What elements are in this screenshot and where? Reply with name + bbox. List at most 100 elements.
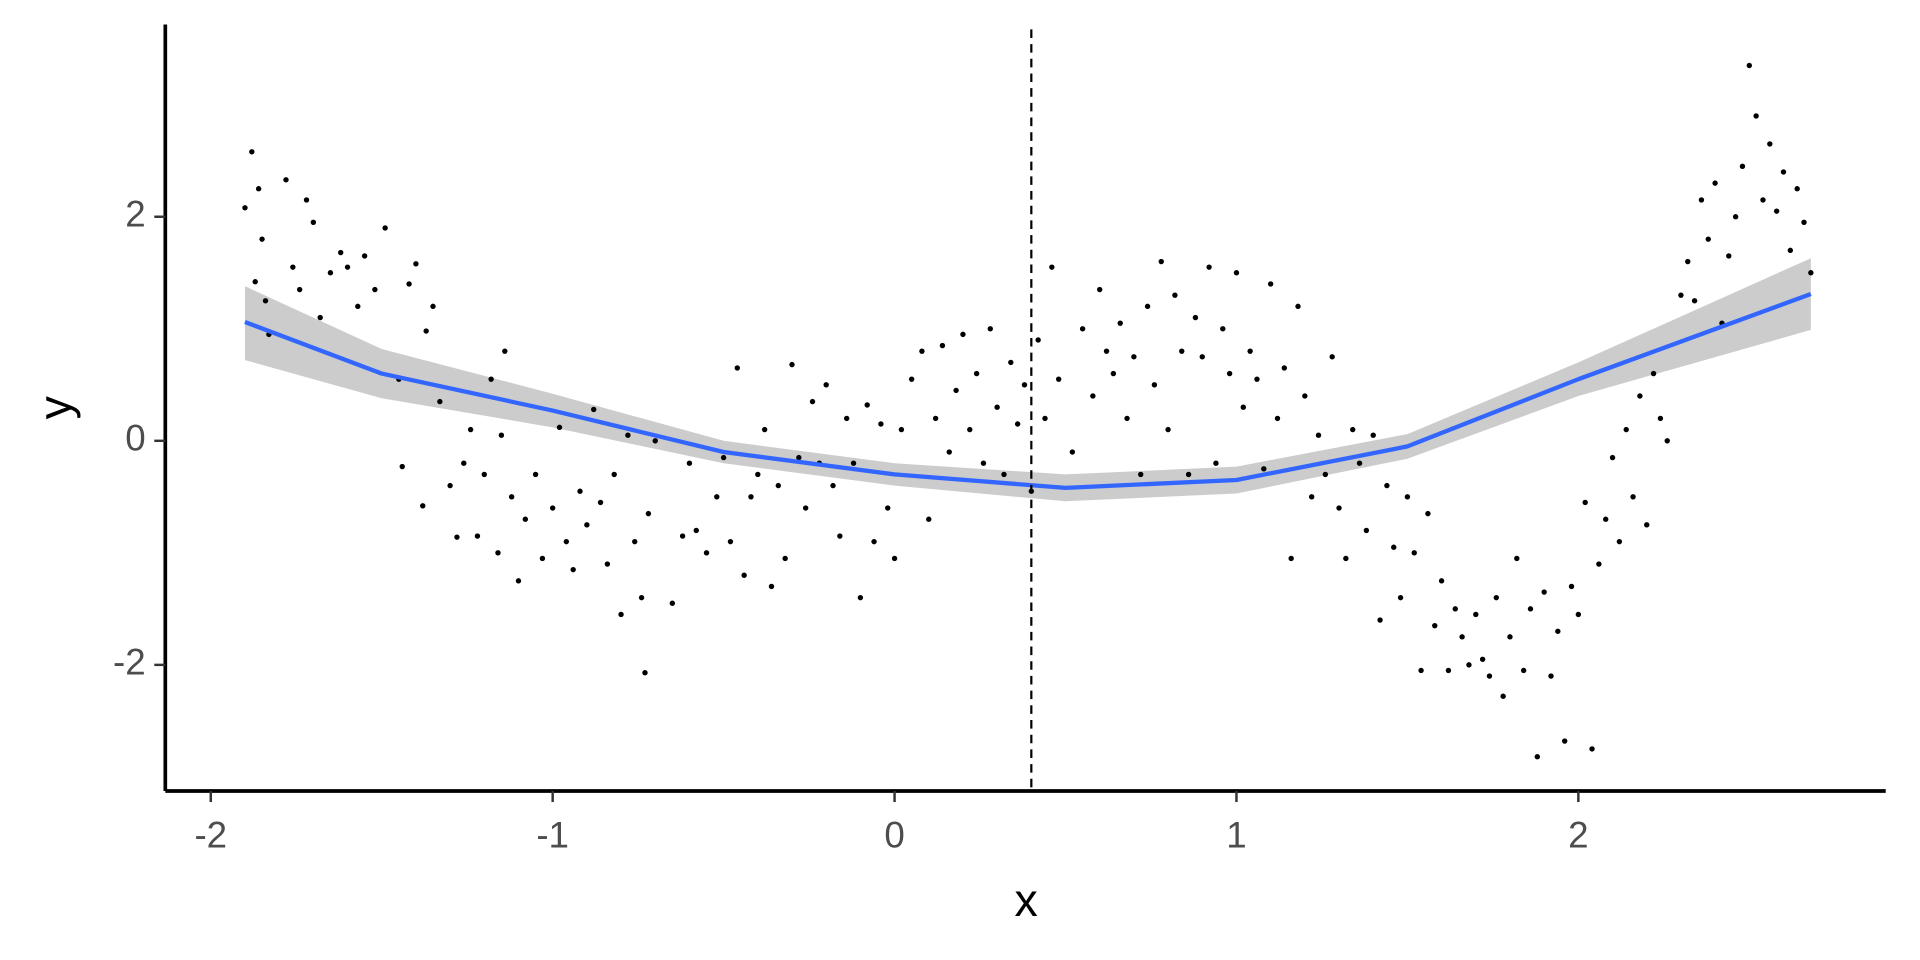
point (1288, 555, 1294, 562)
point (960, 331, 966, 338)
point (461, 460, 467, 466)
point (850, 460, 857, 466)
point (1117, 320, 1123, 326)
point (508, 494, 515, 500)
point (611, 471, 617, 478)
point (871, 538, 877, 545)
point (830, 482, 836, 489)
point (1097, 286, 1103, 293)
point (1124, 415, 1130, 422)
point (1644, 522, 1650, 528)
point (1493, 594, 1499, 601)
point (1698, 197, 1705, 203)
point (953, 387, 959, 394)
point (1801, 219, 1807, 226)
point (1384, 482, 1390, 489)
point (522, 516, 529, 522)
point (1049, 264, 1055, 270)
point (686, 460, 693, 466)
point (1541, 589, 1547, 595)
point (430, 303, 436, 310)
y-tick-label: -2 (113, 642, 146, 683)
point (1001, 471, 1007, 478)
point (1794, 186, 1800, 192)
point (1712, 180, 1718, 186)
point (837, 533, 843, 539)
point (591, 406, 597, 413)
x-tick-label: -1 (536, 814, 569, 855)
point (632, 538, 638, 545)
point (1726, 253, 1732, 259)
point (488, 376, 494, 382)
x-tick-label: 0 (884, 814, 904, 855)
point (1582, 499, 1588, 506)
point (303, 197, 310, 203)
point (283, 177, 289, 183)
point (885, 505, 891, 511)
point (515, 578, 522, 584)
point (1664, 438, 1670, 444)
point (1165, 426, 1171, 433)
x-axis-title: x (1014, 874, 1037, 926)
point (474, 533, 481, 539)
point (1138, 471, 1144, 478)
point (1274, 415, 1281, 422)
point (1404, 494, 1411, 500)
point (372, 286, 378, 293)
point (1158, 258, 1164, 265)
point (1780, 169, 1787, 175)
point (1090, 393, 1096, 399)
point (290, 264, 296, 270)
point (549, 505, 556, 511)
point (1445, 667, 1452, 674)
point (1247, 348, 1253, 354)
point (255, 186, 262, 192)
point (1329, 354, 1335, 360)
point (1623, 426, 1629, 433)
point (669, 600, 676, 606)
point (741, 572, 747, 578)
point (1042, 415, 1048, 422)
point (262, 298, 269, 304)
point (1432, 622, 1438, 629)
point (1350, 426, 1356, 433)
point (1295, 303, 1301, 310)
fit-line (244, 292, 1812, 491)
point (1343, 555, 1349, 562)
point (864, 402, 870, 408)
point (570, 566, 576, 573)
point (604, 561, 611, 567)
point (597, 499, 604, 506)
point (1308, 494, 1315, 500)
point (1336, 505, 1342, 511)
point (252, 279, 258, 285)
point (502, 348, 508, 354)
point (1233, 270, 1240, 276)
y-tick-label: 2 (125, 193, 145, 234)
point (344, 264, 351, 270)
point (1322, 471, 1329, 478)
point (761, 426, 768, 433)
point (249, 149, 255, 155)
point (1240, 404, 1246, 410)
point (1206, 264, 1212, 270)
point (1179, 348, 1185, 354)
point (382, 225, 388, 231)
point (919, 348, 925, 354)
point (1069, 449, 1076, 455)
point (1035, 337, 1041, 343)
point (932, 415, 939, 422)
point (1603, 516, 1609, 522)
point (1110, 370, 1117, 377)
point (1267, 281, 1274, 287)
point (857, 594, 864, 601)
point (1732, 214, 1739, 220)
point (317, 314, 323, 321)
point (1315, 432, 1322, 438)
x-tick-label: 2 (1568, 814, 1588, 855)
point (645, 510, 652, 517)
point (987, 326, 993, 332)
point (556, 424, 563, 431)
point (1705, 236, 1711, 242)
point (1473, 611, 1479, 618)
